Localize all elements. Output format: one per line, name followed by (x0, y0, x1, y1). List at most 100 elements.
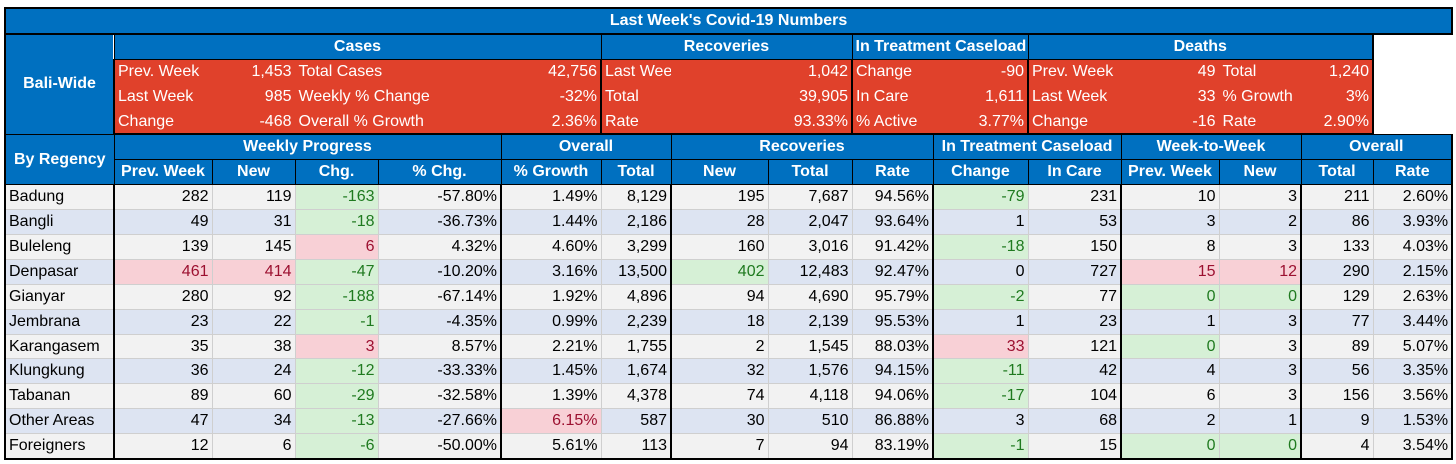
cell-prev-week-0: 280 (113, 283, 213, 310)
group-overall-deaths: Overall (1300, 133, 1454, 161)
col-header-6-new: New (670, 159, 769, 186)
cell-chg-3: -4.35% (377, 308, 502, 335)
cell-growth-4: 2.21% (500, 333, 602, 360)
col-header-0-prev-week: Prev. Week (113, 159, 213, 186)
cell-change-9: -18 (932, 234, 1029, 260)
bali-label-2-2: Overall % Growth (294, 108, 502, 136)
cell-change-9: -1 (932, 433, 1029, 461)
cell-chg-2: 3 (294, 333, 379, 360)
col-header-13-total: Total (1300, 159, 1374, 186)
cell-total-13: 56 (1300, 358, 1374, 385)
cell-new-6: 32 (670, 358, 769, 385)
cell-chg-2: 6 (294, 234, 379, 260)
group-overall: Overall (500, 133, 672, 161)
cell-in-care-10: 15 (1027, 433, 1122, 461)
col-header-10-in-care: In Care (1027, 159, 1122, 186)
cell-in-care-10: 231 (1027, 184, 1122, 211)
bali-value-1-9: 33 (1120, 83, 1220, 110)
table-row: Jembrana 23 22 -1 -4.35% 0.99% 2,239 18 2,139 95.… (4, 308, 1454, 335)
table-row: Bangli 49 31 -18 -36.73% 1.44% 2,186 28 2,047 93.… (4, 209, 1454, 236)
cell-chg-2: -12 (294, 358, 379, 385)
cell-growth-4: 1.45% (500, 358, 602, 385)
bali-label-1-10: % Growth (1218, 83, 1302, 110)
regency-name: Karangasem (4, 333, 115, 360)
col-header-11-prev-week: Prev. Week (1120, 159, 1220, 186)
cell-new-6: 2 (670, 333, 769, 360)
cell-new-1: 60 (211, 383, 296, 410)
bali-value-1-3: -32% (500, 83, 602, 110)
cell-rate-14: 3.54% (1372, 433, 1454, 461)
cell-new-12: 3 (1218, 234, 1302, 260)
cell-chg-3: -50.00% (377, 433, 502, 461)
cell-rate-8: 95.79% (851, 283, 934, 310)
cell-prev-week-0: 89 (113, 383, 213, 410)
cell-growth-4: 6.15% (500, 408, 602, 435)
cell-total-7: 1,545 (767, 333, 853, 360)
cell-prev-week-11: 2 (1120, 408, 1220, 435)
table-row: Other Areas 47 34 -13 -27.66% 6.15% 587 30 510 86… (4, 408, 1454, 435)
group-recoveries: Recoveries (600, 33, 853, 60)
cell-chg-2: -13 (294, 408, 379, 435)
bali-value-2-11: 2.90% (1300, 108, 1374, 136)
col-header-4-growth: % Growth (500, 159, 602, 186)
cell-rate-14: 5.07% (1372, 333, 1454, 360)
cell-in-care-10: 77 (1027, 283, 1122, 310)
cell-total-5: 2,239 (600, 308, 672, 335)
cell-growth-4: 1.92% (500, 283, 602, 310)
cell-new-12: 1 (1218, 408, 1302, 435)
group-deaths: Deaths (1027, 33, 1374, 60)
cell-change-9: -79 (932, 184, 1029, 211)
cell-rate-8: 95.53% (851, 308, 934, 335)
cell-chg-2: -6 (294, 433, 379, 461)
bali-label-1-6: In Care (851, 83, 934, 110)
cell-chg-3: -10.20% (377, 258, 502, 285)
cell-total-7: 3,016 (767, 234, 853, 260)
group-regency-recoveries: Recoveries (670, 133, 934, 161)
bali-value-2-5: 93.33% (670, 108, 853, 136)
bali-value-2-7: 3.77% (932, 108, 1029, 136)
cell-in-care-10: 68 (1027, 408, 1122, 435)
cell-in-care-10: 104 (1027, 383, 1122, 410)
cell-prev-week-11: 6 (1120, 383, 1220, 410)
cell-total-5: 3,299 (600, 234, 672, 260)
table-row: Gianyar 280 92 -188 -67.14% 1.92% 4,896 94 4,690… (4, 283, 1454, 310)
bali-label-0-6: Change (851, 58, 934, 85)
cell-new-1: 414 (211, 258, 296, 285)
bali-label-0-8: Prev. Week (1027, 58, 1122, 85)
cell-total-7: 1,576 (767, 358, 853, 385)
cell-chg-3: 4.32% (377, 234, 502, 260)
group-cases: Cases (113, 33, 602, 60)
cell-new-6: 18 (670, 308, 769, 335)
cell-prev-week-0: 12 (113, 433, 213, 461)
table-row: Denpasar 461 414 -47 -10.20% 3.16% 13,500 402 12… (4, 258, 1454, 285)
cell-total-7: 2,047 (767, 209, 853, 236)
cell-in-care-10: 150 (1027, 234, 1122, 260)
bali-value-0-9: 49 (1120, 58, 1220, 85)
cell-growth-4: 1.49% (500, 184, 602, 211)
cell-new-12: 3 (1218, 184, 1302, 211)
cell-total-5: 8,129 (600, 184, 672, 211)
cell-growth-4: 4.60% (500, 234, 602, 260)
cell-prev-week-11: 3 (1120, 209, 1220, 236)
cell-chg-3: -57.80% (377, 184, 502, 211)
cell-prev-week-11: 0 (1120, 433, 1220, 461)
cell-prev-week-0: 23 (113, 308, 213, 335)
cell-prev-week-0: 139 (113, 234, 213, 260)
bali-label-0-4: Last Week (600, 58, 672, 85)
bali-label-2-0: Change (113, 108, 213, 136)
bali-value-2-3: 2.36% (500, 108, 602, 136)
cell-growth-4: 3.16% (500, 258, 602, 285)
regency-name: Tabanan (4, 383, 115, 410)
cell-prev-week-11: 10 (1120, 184, 1220, 211)
cell-chg-3: -32.58% (377, 383, 502, 410)
group-weekly-progress: Weekly Progress (113, 133, 502, 161)
col-header-3-chg: % Chg. (377, 159, 502, 186)
cell-total-5: 2,186 (600, 209, 672, 236)
regency-name: Klungkung (4, 358, 115, 385)
cell-new-1: 34 (211, 408, 296, 435)
cell-chg-3: -36.73% (377, 209, 502, 236)
cell-in-care-10: 42 (1027, 358, 1122, 385)
cell-total-13: 86 (1300, 209, 1374, 236)
cell-change-9: -11 (932, 358, 1029, 385)
regency-name: Jembrana (4, 308, 115, 335)
